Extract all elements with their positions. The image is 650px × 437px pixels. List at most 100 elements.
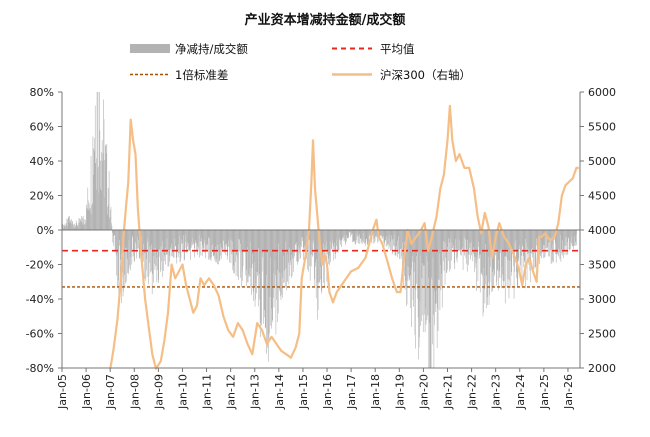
bar [166, 230, 167, 255]
bar [401, 230, 403, 249]
bar [317, 230, 319, 311]
bar [415, 230, 417, 290]
bar [169, 230, 171, 250]
bar [133, 230, 135, 261]
bar [487, 230, 488, 305]
bar [454, 230, 456, 251]
bar [112, 230, 114, 236]
x-tick-label: Jan-17 [345, 374, 358, 410]
bar [82, 215, 84, 230]
bar [195, 230, 197, 240]
bar [520, 230, 522, 256]
bar [157, 230, 159, 281]
bar [140, 230, 142, 237]
bar [238, 230, 239, 281]
bar [510, 230, 512, 276]
bar [62, 228, 64, 230]
bar [382, 230, 383, 239]
bar [188, 230, 189, 251]
left-tick-label: 40% [30, 155, 54, 168]
bar [279, 230, 280, 291]
bar [255, 230, 257, 284]
bar [548, 230, 550, 243]
bar [229, 230, 231, 252]
bar [526, 230, 528, 281]
bar [417, 230, 419, 318]
bar [114, 230, 115, 236]
bar [254, 230, 256, 307]
bar [403, 230, 405, 268]
bar [73, 226, 74, 230]
bar [146, 230, 148, 278]
bar [314, 230, 316, 263]
bar [375, 230, 377, 237]
bar [119, 230, 121, 240]
bar [435, 230, 437, 290]
bar [341, 230, 343, 238]
bar [251, 230, 253, 265]
bar [190, 230, 191, 260]
bar [502, 230, 503, 275]
left-tick-label: 80% [30, 86, 54, 99]
bar [363, 230, 364, 243]
bar [265, 230, 267, 275]
bar [250, 230, 251, 243]
bar [360, 230, 361, 239]
bar [195, 230, 197, 244]
bar [442, 230, 444, 242]
bar [68, 218, 70, 230]
bar [531, 230, 532, 254]
bar [262, 230, 263, 258]
bar [470, 230, 472, 243]
bar [503, 230, 505, 289]
bar [481, 230, 482, 272]
bar [182, 230, 184, 251]
bar [480, 230, 482, 274]
bar [196, 230, 197, 251]
bar [216, 230, 217, 263]
bar [138, 230, 140, 258]
bar [344, 230, 345, 241]
bar [530, 230, 532, 249]
bar [242, 230, 244, 267]
bar [137, 230, 139, 249]
bar [182, 230, 184, 236]
bar [520, 230, 521, 265]
bar [285, 230, 287, 269]
bar [558, 230, 559, 257]
bar [430, 230, 431, 368]
bar [283, 230, 284, 284]
bar [381, 230, 383, 239]
bar [274, 230, 276, 261]
bar [424, 230, 426, 333]
bar [202, 230, 203, 246]
bar [311, 230, 312, 255]
bar [540, 230, 542, 254]
bar [457, 230, 459, 240]
bar [220, 230, 222, 244]
bar [309, 230, 311, 267]
bar [484, 230, 486, 304]
bar [185, 230, 187, 242]
bar [294, 230, 296, 253]
bar [216, 230, 218, 245]
bar [231, 230, 233, 255]
bar [575, 230, 577, 235]
bar [269, 230, 271, 297]
bar [475, 230, 477, 263]
bar [137, 230, 138, 237]
bar [241, 230, 242, 287]
bar [285, 230, 286, 242]
bar [103, 99, 104, 230]
bar [177, 230, 178, 253]
bar [78, 222, 79, 230]
bar [303, 230, 305, 247]
bar [458, 230, 459, 252]
bar [526, 230, 527, 243]
bar [263, 230, 265, 252]
bar [209, 230, 211, 260]
bar [491, 230, 492, 249]
bar [302, 230, 304, 248]
bar [167, 230, 169, 267]
bar [142, 230, 143, 267]
